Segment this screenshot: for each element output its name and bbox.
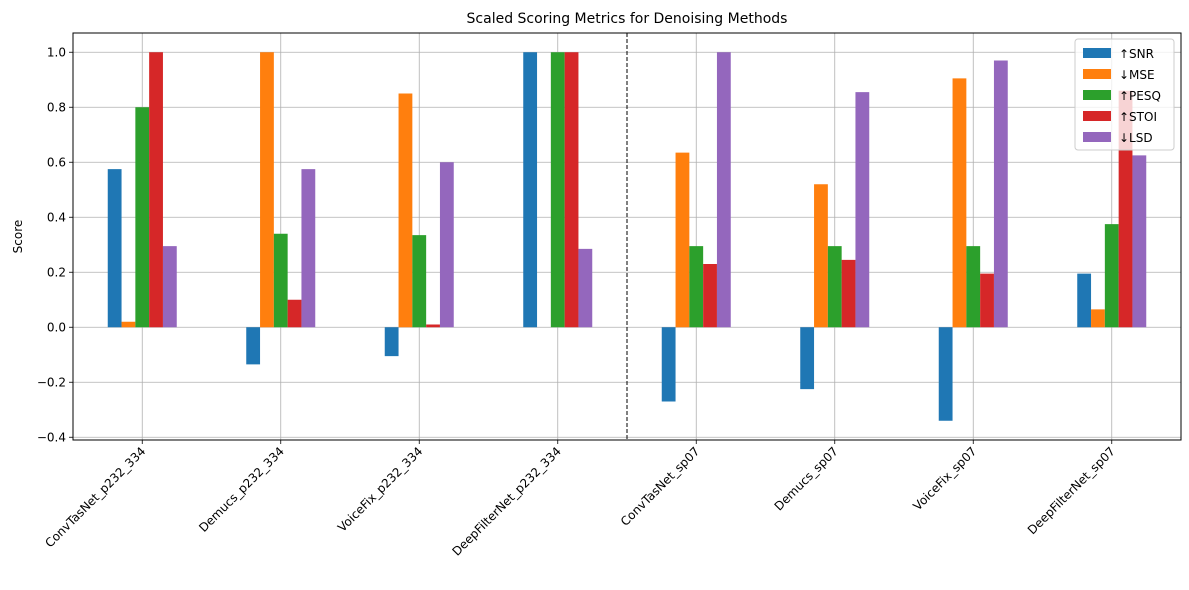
bar-stoi [149, 52, 163, 328]
legend-label: ↓LSD [1119, 131, 1153, 145]
chart-title: Scaled Scoring Metrics for Denoising Met… [467, 11, 788, 27]
legend-swatch [1083, 48, 1111, 58]
bar-lsd [716, 52, 731, 328]
bar-mse [814, 184, 828, 328]
bar-mse [260, 52, 274, 328]
legend-swatch [1083, 69, 1111, 79]
bar-stoi [287, 299, 302, 328]
bars [107, 52, 1147, 421]
y-tick-label: 1.0 [47, 45, 66, 59]
y-axis: −0.4 −0.2 0.0 0.2 0.4 0.6 0.8 1.0 [37, 45, 73, 444]
y-tick-label: −0.2 [37, 375, 66, 389]
bar-mse [1091, 309, 1105, 328]
y-tick-label: 0.4 [47, 210, 66, 224]
legend-label: ↓MSE [1119, 68, 1155, 82]
x-tick-label: VoiceFix_p232_334 [335, 444, 425, 534]
bar-lsd [578, 248, 593, 328]
x-tick-label: Demucs_p232_334 [196, 444, 287, 535]
legend: ↑SNR ↓MSE ↑PESQ ↑STOI ↓LSD [1074, 38, 1175, 151]
x-tick-label: ConvTasNet_p232_334 [42, 444, 148, 550]
bar-pesq [1104, 224, 1119, 328]
bar-snr [523, 52, 538, 328]
x-tick-label: ConvTasNet_sp07 [618, 444, 703, 529]
y-tick-label: −0.4 [37, 430, 66, 444]
bar-mse [121, 321, 136, 328]
x-axis: ConvTasNet_p232_334 Demucs_p232_334 VoiceF… [42, 440, 1118, 559]
bar-lsd [993, 60, 1008, 328]
bar-stoi [703, 264, 717, 328]
bar-lsd [162, 246, 177, 328]
x-tick-label: VoiceFix_sp07 [910, 444, 979, 513]
bar-stoi [980, 273, 994, 328]
y-tick-label: 0.2 [47, 265, 66, 279]
y-tick-label: 0.6 [47, 155, 66, 169]
legend-box [1074, 38, 1175, 151]
legend-label: ↑SNR [1119, 47, 1154, 61]
bar-snr [384, 327, 399, 357]
bar-pesq [273, 233, 288, 328]
bar-pesq [966, 246, 981, 328]
bar-pesq [135, 107, 150, 328]
bar-pesq [412, 235, 427, 328]
y-tick-label: 0.8 [47, 100, 66, 114]
bar-stoi [426, 324, 440, 328]
x-tick-label: DeepFilterNet_p232_334 [449, 444, 563, 558]
legend-swatch [1083, 90, 1111, 100]
bar-lsd [1132, 155, 1147, 328]
x-tick-label: DeepFilterNet_sp07 [1025, 444, 1118, 537]
legend-label: ↑PESQ [1119, 89, 1161, 103]
plot-frame [72, 32, 1182, 441]
legend-swatch [1083, 132, 1111, 142]
bar-lsd [439, 162, 454, 328]
bar-snr [246, 327, 261, 365]
bar-pesq [689, 246, 704, 328]
bar-mse [952, 78, 967, 328]
legend-swatch [1083, 111, 1111, 121]
legend-label: ↑STOI [1119, 110, 1157, 124]
bar-lsd [855, 92, 870, 328]
bar-mse [398, 93, 413, 328]
bar-snr [661, 327, 676, 402]
bar-snr [1077, 273, 1092, 328]
bar-mse [675, 152, 690, 328]
bar-snr [800, 327, 815, 390]
x-tick-label: Demucs_sp07 [772, 444, 841, 513]
bar-snr [107, 169, 122, 328]
bar-snr [938, 327, 953, 421]
y-tick-label: 0.0 [47, 320, 66, 334]
bar-pesq [550, 52, 565, 328]
bar-lsd [301, 169, 316, 328]
bar-stoi [564, 52, 579, 328]
bar-pesq [827, 246, 842, 328]
y-axis-label: Score [11, 220, 25, 254]
bar-stoi [841, 259, 856, 328]
